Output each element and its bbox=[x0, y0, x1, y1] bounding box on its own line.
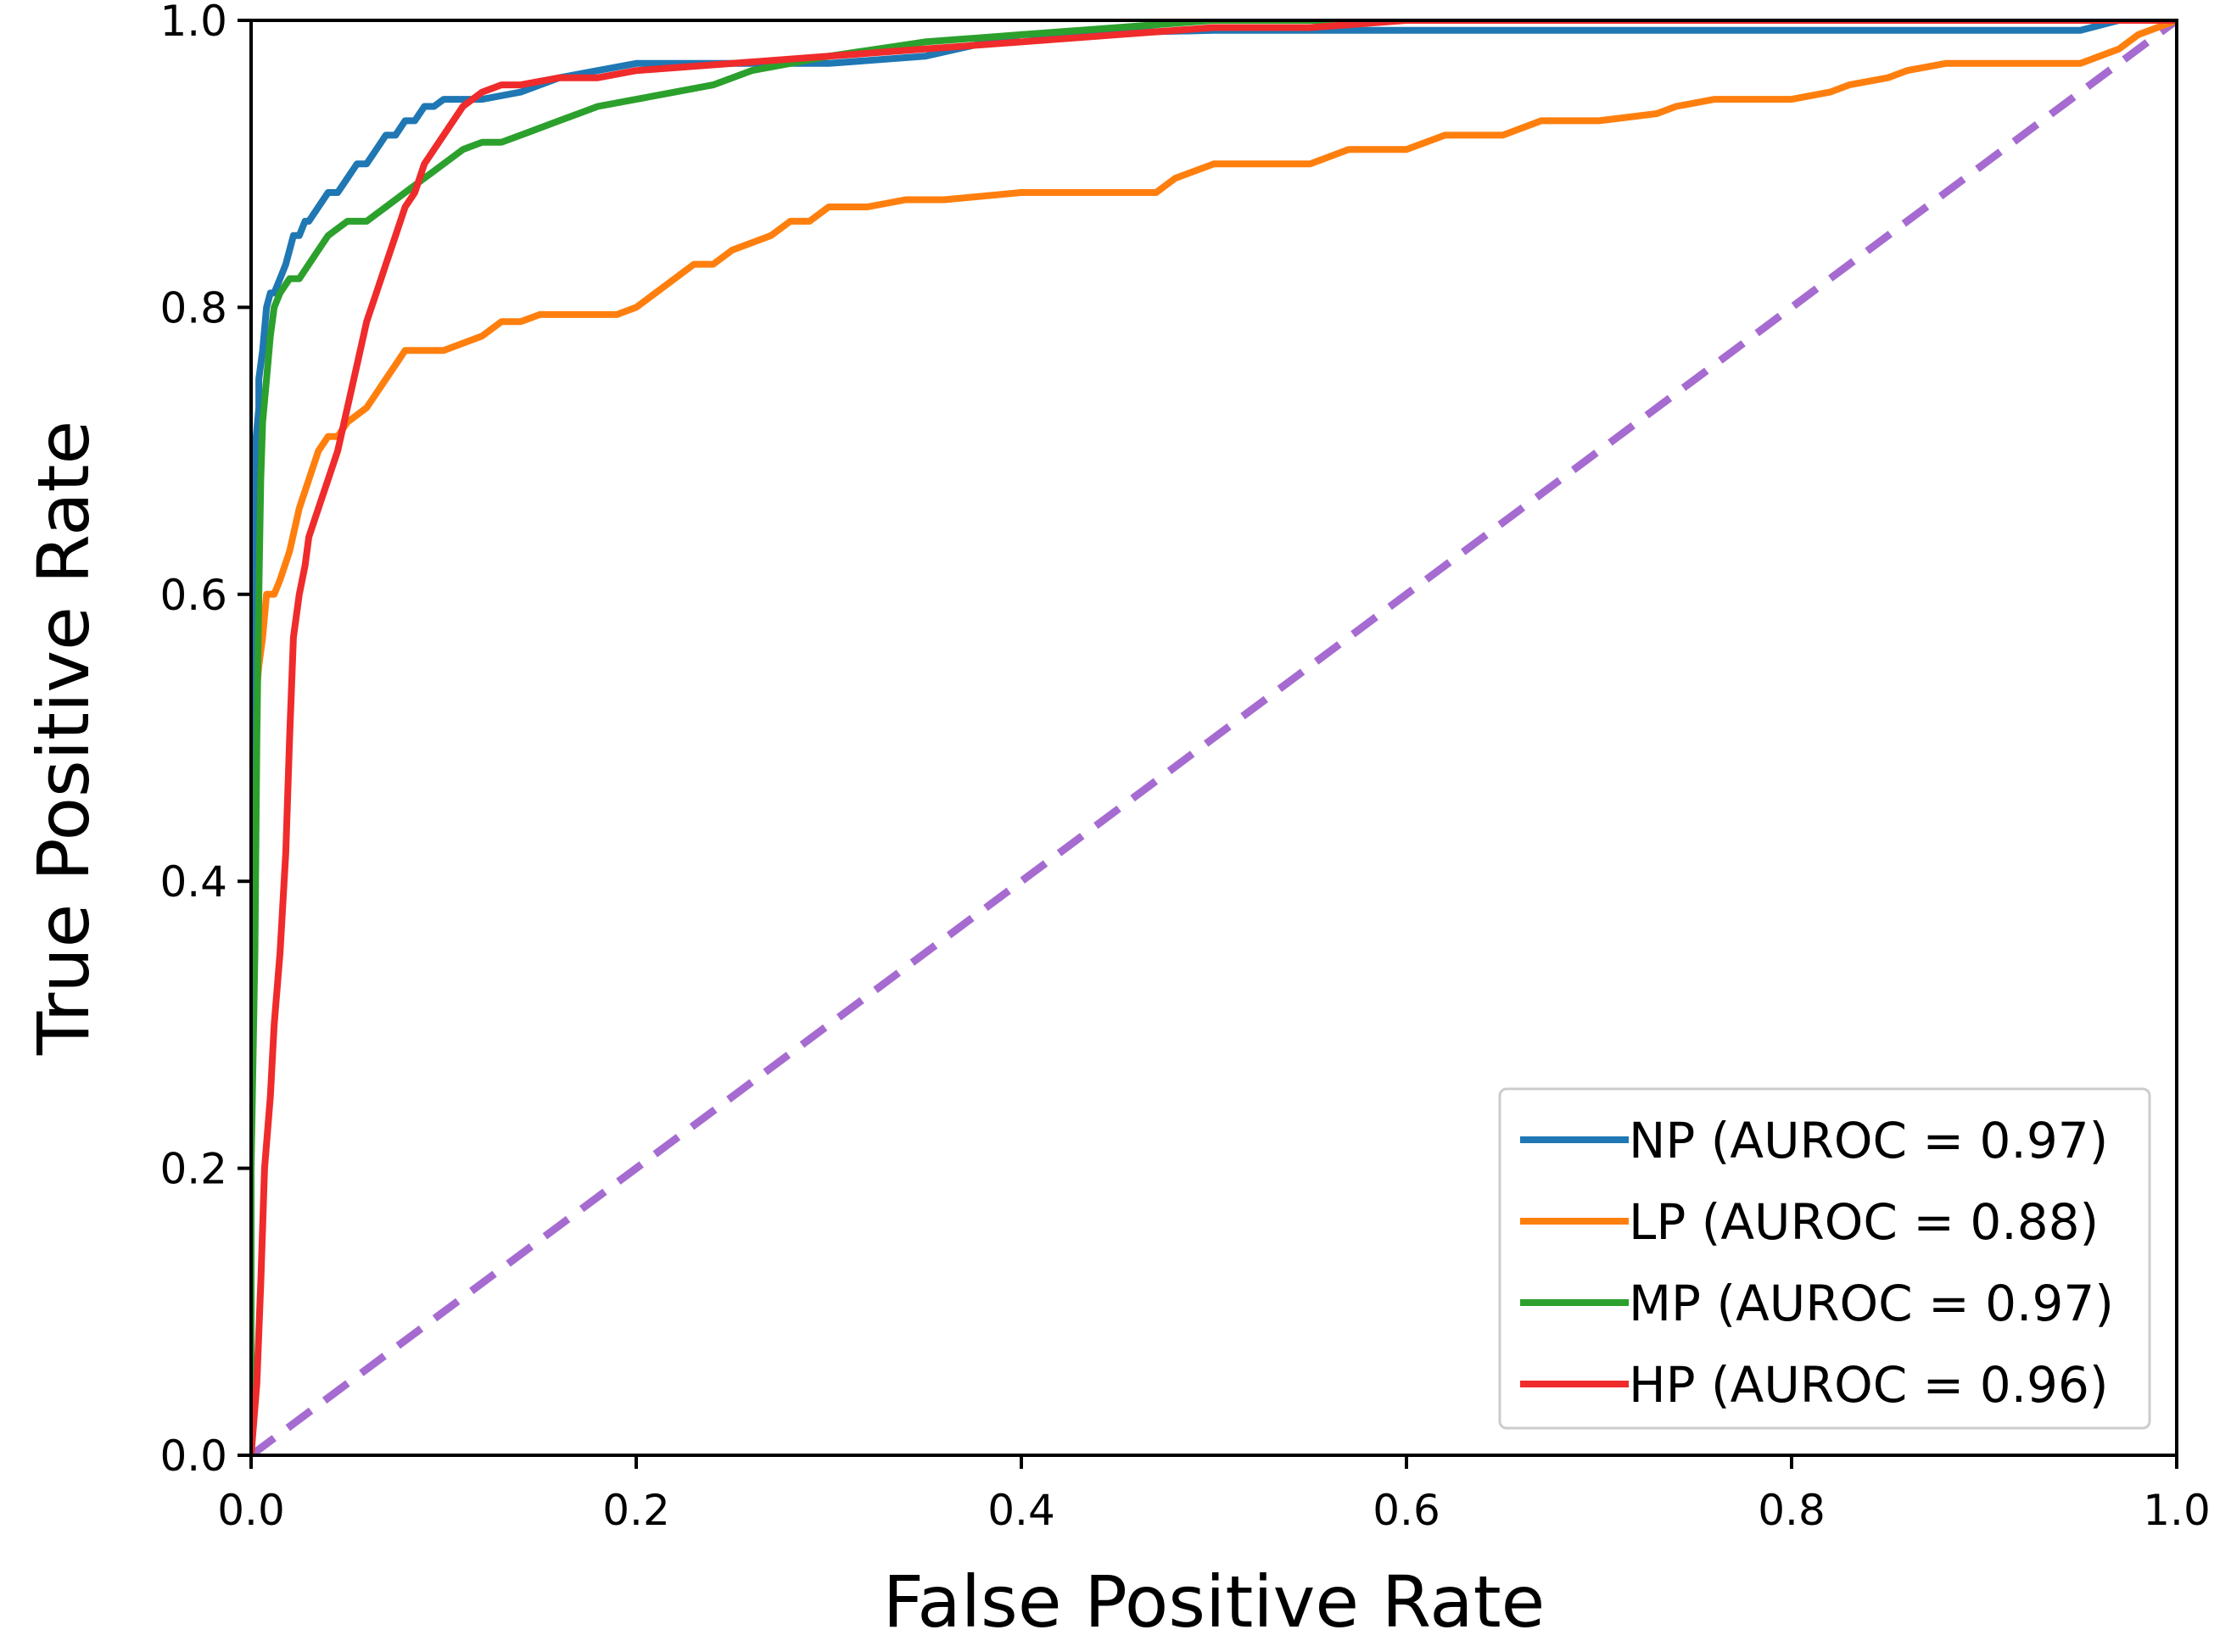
legend-label-mp: MP (AUROC = 0.97) bbox=[1629, 1275, 2114, 1332]
legend: NP (AUROC = 0.97) LP (AUROC = 0.88) MP (AU… bbox=[1498, 1087, 2151, 1430]
ticks-layer: 0.0 0.2 0.4 0.6 0.8 1.0 0.0 0.2 0.4 0.6 0.8 1.0 bbox=[159, 0, 2210, 1535]
legend-box bbox=[1498, 1087, 2151, 1430]
x-tick-label: 1.0 bbox=[2143, 1486, 2211, 1535]
y-tick-label: 0.0 bbox=[159, 1432, 227, 1481]
y-tick-label: 0.6 bbox=[159, 571, 227, 620]
series-line-chance bbox=[251, 20, 2177, 1455]
series-line-hp bbox=[251, 20, 2177, 1455]
y-tick-label: 0.4 bbox=[159, 857, 227, 907]
y-tick-label: 0.8 bbox=[159, 283, 227, 332]
x-tick-label: 0.8 bbox=[1758, 1486, 1826, 1535]
legend-label-hp: HP (AUROC = 0.96) bbox=[1629, 1356, 2108, 1414]
series-line-mp bbox=[251, 20, 2177, 1455]
x-tick-label: 0.6 bbox=[1373, 1486, 1440, 1535]
series-layer bbox=[251, 20, 2177, 1455]
x-tick-label: 0.0 bbox=[217, 1486, 285, 1535]
y-tick-label: 0.2 bbox=[159, 1145, 227, 1194]
y-axis-label: True Positive Rate bbox=[22, 421, 105, 1056]
legend-label-lp: LP (AUROC = 0.88) bbox=[1629, 1193, 2099, 1251]
x-axis-label: False Positive Rate bbox=[883, 1560, 1546, 1644]
series-line-lp bbox=[251, 20, 2177, 739]
legend-label-np: NP (AUROC = 0.97) bbox=[1629, 1112, 2108, 1169]
y-tick-label: 1.0 bbox=[159, 0, 227, 46]
x-tick-label: 0.4 bbox=[987, 1486, 1055, 1535]
x-tick-label: 0.2 bbox=[602, 1486, 670, 1535]
plot-frame bbox=[249, 19, 2178, 1457]
